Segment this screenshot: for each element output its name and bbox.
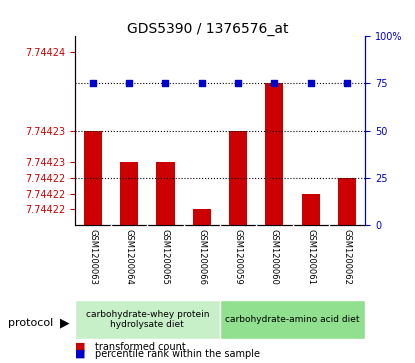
Bar — [84, 131, 102, 225]
Text: GSM1200061: GSM1200061 — [306, 229, 315, 285]
Point — [308, 81, 314, 86]
Text: ■: ■ — [75, 342, 85, 352]
Bar — [229, 131, 247, 225]
Text: GSM1200064: GSM1200064 — [124, 229, 134, 285]
Bar — [120, 162, 138, 225]
Point — [344, 81, 350, 86]
Text: protocol: protocol — [8, 318, 54, 328]
Text: GSM1200060: GSM1200060 — [270, 229, 279, 285]
FancyBboxPatch shape — [220, 300, 365, 339]
Point — [271, 81, 278, 86]
Text: carbohydrate-whey protein
hydrolysate diet: carbohydrate-whey protein hydrolysate di… — [85, 310, 209, 329]
Bar — [265, 83, 283, 225]
Bar — [302, 193, 320, 225]
Bar — [156, 162, 175, 225]
Bar — [193, 209, 211, 225]
Text: GSM1200063: GSM1200063 — [88, 229, 98, 285]
Text: GSM1200062: GSM1200062 — [342, 229, 352, 285]
Text: GDS5390 / 1376576_at: GDS5390 / 1376576_at — [127, 22, 288, 36]
Bar — [338, 178, 356, 225]
Point — [235, 81, 242, 86]
Text: GSM1200065: GSM1200065 — [161, 229, 170, 285]
Point — [198, 81, 205, 86]
Text: transformed count: transformed count — [95, 342, 186, 352]
Point — [162, 81, 169, 86]
Text: GSM1200066: GSM1200066 — [197, 229, 206, 285]
FancyBboxPatch shape — [75, 300, 220, 339]
Text: percentile rank within the sample: percentile rank within the sample — [95, 349, 261, 359]
Text: carbohydrate-amino acid diet: carbohydrate-amino acid diet — [225, 315, 360, 324]
Point — [126, 81, 132, 86]
Text: ■: ■ — [75, 349, 85, 359]
Text: GSM1200059: GSM1200059 — [234, 229, 243, 285]
Text: ▶: ▶ — [59, 317, 69, 330]
Point — [90, 81, 96, 86]
